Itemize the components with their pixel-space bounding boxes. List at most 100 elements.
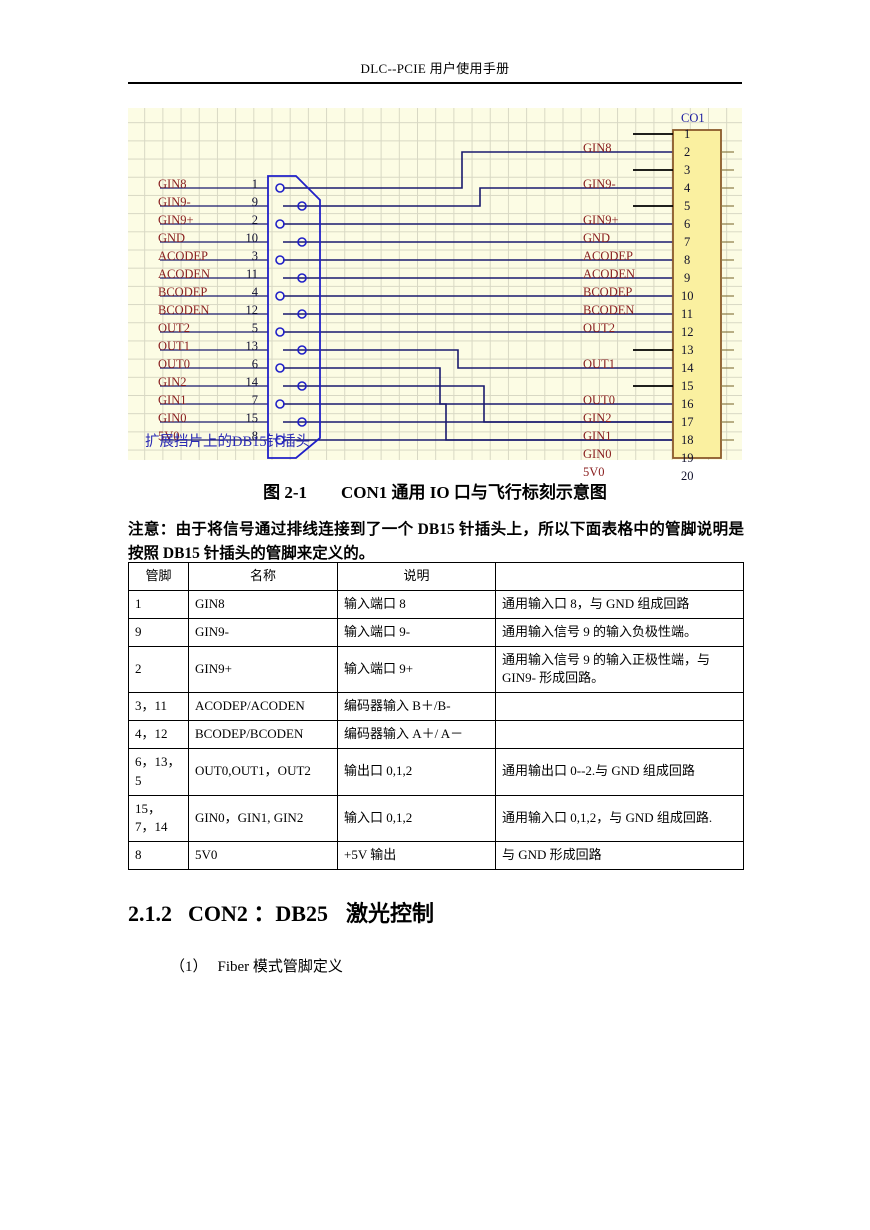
table-header-row: 管脚 名称 说明 [128, 562, 744, 591]
fig-right-label-8: OUT2 [583, 321, 615, 335]
fig-right-label-3: GND [583, 231, 611, 245]
fig-right-label-6: BCODEP [583, 285, 633, 299]
con1-pin-10: 10 [681, 289, 694, 303]
table-row: 4，12 BCODEP/BCODEN 编码器输入 A＋/ A－ [128, 720, 744, 749]
cell-name: GIN9- [188, 617, 338, 647]
fig-left-label-13: GIN0 [158, 411, 187, 425]
cell-desc: 编码器输入 B＋/B- [337, 692, 496, 722]
con1-pin-3: 3 [684, 163, 691, 177]
con1-pin-14: 14 [681, 361, 694, 375]
cell-desc: 输入口 0,1,2 [337, 794, 496, 843]
con1-pin-7: 7 [684, 235, 691, 249]
fig-left-label-9: OUT1 [158, 339, 190, 353]
con1-pin-8: 8 [684, 253, 691, 267]
cell-pin: 15， 7，14 [128, 794, 189, 843]
schematic-figure: CO1 GIN8 GIN9- GIN9+ GND ACODEP ACODEN B… [128, 108, 742, 482]
con1-pin-2: 2 [684, 145, 691, 159]
fig-right-label-4: ACODEP [583, 249, 634, 263]
fig-left-pin-13: 15 [245, 411, 259, 425]
con1-pin-20: 20 [681, 469, 694, 483]
cell-pin: 6，13，5 [128, 747, 189, 796]
table-header-name: 名称 [188, 562, 338, 591]
table-row: 1 GIN8 输入端口 8 通用输入口 8，与 GND 组成回路 [128, 589, 744, 619]
con1-pin-11: 11 [681, 307, 694, 321]
fig-left-label-3: GND [158, 231, 186, 245]
cell-name: OUT0,OUT1，OUT2 [188, 747, 338, 796]
con1-pin-6: 6 [684, 217, 691, 231]
cell-pin: 3，11 [128, 692, 189, 722]
fig-left-label-14: 5V0 [158, 429, 180, 443]
fig-left-pin-6: 4 [251, 285, 258, 299]
fig-left-label-0: GIN8 [158, 177, 187, 191]
fig-right-label-0: GIN8 [583, 141, 612, 155]
fig-left-label-1: GIN9- [158, 195, 191, 209]
con1-label: CO1 [681, 111, 705, 125]
subitem-fiber-mode: （1） Fiber 模式管脚定义 [170, 955, 343, 976]
fig-right-label-13: GIN0 [583, 447, 612, 461]
cell-note: 通用输入口 8，与 GND 组成回路 [495, 589, 744, 619]
cell-name: ACODEP/ACODEN [188, 692, 338, 722]
page-header: DLC--PCIE 用户使用手册 [128, 58, 742, 84]
cell-name: GIN9+ [188, 645, 338, 694]
con1-pin-19: 19 [681, 451, 694, 465]
grid-background [128, 108, 742, 460]
fig-left-pin-10: 6 [251, 357, 258, 371]
cell-note: 通用输入信号 9 的输入正极性端，与 GIN9- 形成回路。 [495, 645, 744, 694]
fig-left-pin-8: 5 [251, 321, 258, 335]
figure-number: 图 2-1 [263, 483, 308, 502]
con1-pin-17: 17 [681, 415, 694, 429]
cell-note [495, 692, 744, 722]
cell-name: GIN0，GIN1, GIN2 [188, 794, 338, 843]
table-row: 15， 7，14 GIN0，GIN1, GIN2 输入口 0,1,2 通用输入口… [128, 794, 744, 843]
fig-left-pin-5: 11 [245, 267, 258, 281]
cell-desc: 输入端口 9+ [337, 645, 496, 694]
note-paragraph: 注意：由于将信号通过排线连接到了一个 DB15 针插头上，所以下面表格中的管脚说… [128, 521, 744, 562]
con1-pin-1: 1 [684, 127, 691, 141]
cell-note: 通用输入口 0,1,2，与 GND 组成回路. [495, 794, 744, 843]
fig-left-pin-9: 13 [245, 339, 259, 353]
fig-left-pin-4: 3 [251, 249, 258, 263]
con1-pin-5: 5 [684, 199, 691, 213]
cell-pin: 9 [128, 617, 189, 647]
pin-definition-table: 管脚 名称 说明 1 GIN8 输入端口 8 通用输入口 8，与 GND 组成回… [128, 562, 744, 871]
table-row: 8 5V0 +5V 输出 与 GND 形成回路 [128, 841, 744, 871]
fig-right-label-11: GIN2 [583, 411, 612, 425]
fig-right-label-7: BCODEN [583, 303, 635, 317]
fig-left-label-6: BCODEP [158, 285, 208, 299]
fig-right-label-5: ACODEN [583, 267, 636, 281]
con1-pin-18: 18 [681, 433, 694, 447]
fig-right-label-14: 5V0 [583, 465, 605, 479]
figure-caption: 图 2-1 CON1 通用 IO 口与飞行标刻示意图 [128, 478, 742, 503]
table-row: 9 GIN9- 输入端口 9- 通用输入信号 9 的输入负极性端。 [128, 617, 744, 647]
con1-pin-13: 13 [681, 343, 694, 357]
section-title: CON2 ：DB25 [188, 901, 328, 926]
cell-desc: 输入端口 8 [337, 589, 496, 619]
con1-pin-4: 4 [684, 181, 691, 195]
fig-left-pin-2: 2 [251, 213, 258, 227]
cell-desc: 输入端口 9- [337, 617, 496, 647]
cell-name: 5V0 [188, 841, 338, 871]
fig-left-label-7: BCODEN [158, 303, 210, 317]
fig-left-pin-14: 8 [251, 429, 258, 443]
fig-left-label-11: GIN2 [158, 375, 187, 389]
table-row: 3，11 ACODEP/ACODEN 编码器输入 B＋/B- [128, 692, 744, 722]
cell-name: GIN8 [188, 589, 338, 619]
con1-pin-16: 16 [681, 397, 694, 411]
db15-connector-body [267, 175, 321, 459]
con1-header-block [672, 129, 722, 459]
fig-left-pin-1: 9 [251, 195, 258, 209]
fig-left-pin-0: 1 [251, 177, 258, 191]
cell-note: 通用输入信号 9 的输入负极性端。 [495, 617, 744, 647]
fig-left-pin-12: 7 [251, 393, 258, 407]
cell-pin: 1 [128, 589, 189, 619]
db15-caption: 扩展挡片上的DB15针插头 [145, 434, 311, 450]
cell-desc: 输出口 0,1,2 [337, 747, 496, 796]
table-row: 6，13，5 OUT0,OUT1，OUT2 输出口 0,1,2 通用输出口 0-… [128, 747, 744, 796]
section-number: 2.1.2 [128, 901, 172, 926]
fig-left-label-2: GIN9+ [158, 213, 194, 227]
subitem-number: （1） [170, 959, 208, 975]
schematic-svg [160, 129, 734, 459]
fig-right-label-2: GIN9+ [583, 213, 619, 227]
cell-name: BCODEP/BCODEN [188, 720, 338, 749]
cell-desc: 编码器输入 A＋/ A－ [337, 720, 496, 749]
